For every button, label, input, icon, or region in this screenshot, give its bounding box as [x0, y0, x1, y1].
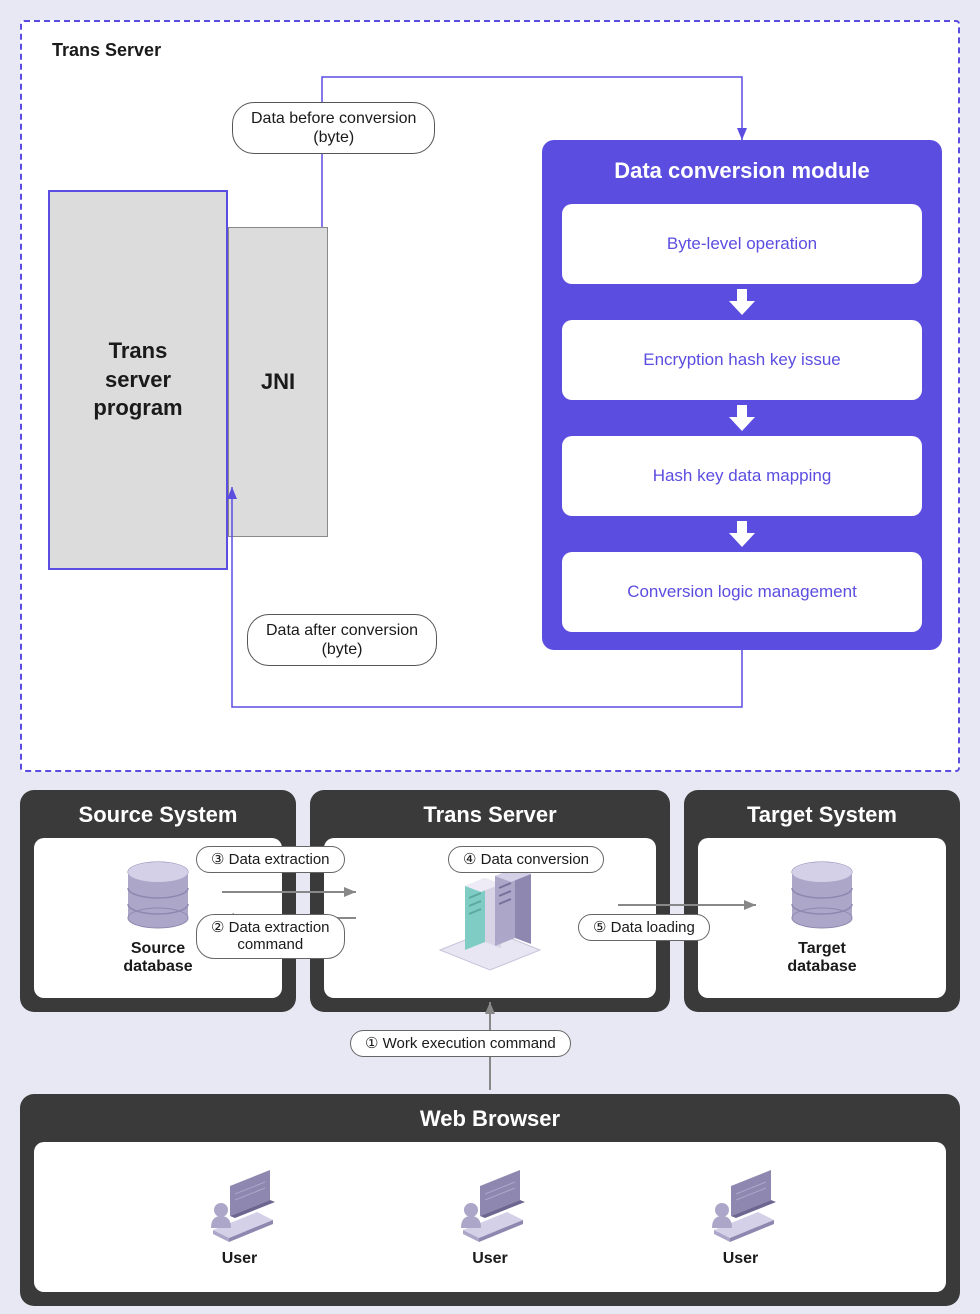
target-db-label: Target database — [787, 940, 856, 977]
trans-server-container: Trans Server Trans server program JNI Da… — [20, 20, 960, 772]
label-after-conversion: Data after conversion (byte) — [247, 614, 437, 666]
pill-data-extraction: ③ Data extraction — [196, 846, 345, 873]
trans-server-program-label: Trans server program — [93, 337, 182, 423]
target-system-panel: Target System Target database — [684, 790, 960, 1012]
user-label: User — [723, 1250, 759, 1268]
module-arrow-icon — [562, 284, 922, 320]
module-arrow-icon — [562, 516, 922, 552]
target-system-inner: Target database — [698, 838, 946, 998]
module-step-2: Encryption hash key issue — [562, 320, 922, 400]
user-item: User — [195, 1166, 285, 1268]
source-system-panel: Source System Source database — [20, 790, 296, 1012]
module-step-4: Conversion logic management — [562, 552, 922, 632]
trans-server-title: Trans Server — [52, 40, 161, 61]
lower-section: Source System Source database Trans Serv… — [20, 790, 960, 1306]
web-browser-panel: Web Browser User — [20, 1094, 960, 1306]
database-icon — [787, 860, 857, 932]
source-system-title: Source System — [34, 802, 282, 828]
source-db-label: Source database — [123, 940, 192, 977]
web-browser-title: Web Browser — [34, 1106, 946, 1132]
user-item: User — [445, 1166, 535, 1268]
module-step-1: Byte-level operation — [562, 204, 922, 284]
module-step-3: Hash key data mapping — [562, 436, 922, 516]
computer-user-icon — [445, 1166, 535, 1246]
conversion-module: Data conversion module Byte-level operat… — [542, 140, 942, 650]
trans-server-program-box: Trans server program — [48, 190, 228, 570]
trans-server-panel-title: Trans Server — [324, 802, 656, 828]
pill-data-loading: ⑤ Data loading — [578, 914, 710, 941]
pill-work-execution: ① Work execution command — [350, 1030, 571, 1057]
label-before-conversion: Data before conversion (byte) — [232, 102, 435, 154]
web-browser-inner: User User — [34, 1142, 946, 1292]
pill-extraction-command: ② Data extraction command — [196, 914, 345, 959]
computer-user-icon — [696, 1166, 786, 1246]
server-icon — [425, 858, 555, 978]
computer-user-icon — [195, 1166, 285, 1246]
pill-data-conversion: ④ Data conversion — [448, 846, 604, 873]
jni-box: JNI — [228, 227, 328, 537]
user-item: User — [696, 1166, 786, 1268]
user-label: User — [472, 1250, 508, 1268]
jni-label: JNI — [261, 369, 295, 395]
conversion-module-title: Data conversion module — [562, 158, 922, 184]
trans-server-panel: Trans Server — [310, 790, 670, 1012]
module-arrow-icon — [562, 400, 922, 436]
user-label: User — [222, 1250, 258, 1268]
database-icon — [123, 860, 193, 932]
target-system-title: Target System — [698, 802, 946, 828]
